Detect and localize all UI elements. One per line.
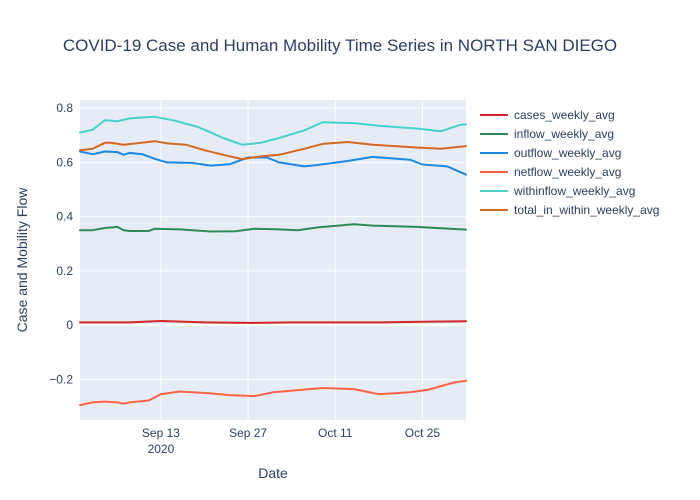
legend-label: outflow_weekly_avg xyxy=(514,146,621,160)
plot-area xyxy=(80,100,466,420)
legend-label: total_in_within_weekly_avg xyxy=(514,203,659,217)
legend-label: inflow_weekly_avg xyxy=(514,127,614,141)
legend-item-inflow-weekly-avg[interactable]: inflow_weekly_avg xyxy=(480,127,614,141)
series-line-total-in-within-weekly-avg[interactable] xyxy=(79,140,467,161)
x-tick-label: Sep 13 xyxy=(142,426,180,440)
x-axis-title: Date xyxy=(258,465,288,481)
x-tick-label: Oct 25 xyxy=(405,426,441,440)
series-line-withinflow-weekly-avg[interactable] xyxy=(79,115,467,146)
y-tick-label: 0.4 xyxy=(56,210,73,224)
series-lines xyxy=(79,115,467,407)
chart-title: COVID-19 Case and Human Mobility Time Se… xyxy=(63,36,617,55)
legend-item-withinflow-weekly-avg[interactable]: withinflow_weekly_avg xyxy=(480,184,635,198)
y-tick-label: 0.6 xyxy=(56,155,73,169)
x-tick-label: Sep 27 xyxy=(229,426,267,440)
legend-item-total-in-within-weekly-avg[interactable]: total_in_within_weekly_avg xyxy=(480,203,659,217)
x-tick-label: Oct 11 xyxy=(318,426,353,440)
series-line-outflow-weekly-avg[interactable] xyxy=(79,150,467,176)
grid-lines xyxy=(80,100,466,420)
legend-label: cases_weekly_avg xyxy=(514,108,615,122)
legend-label: netflow_weekly_avg xyxy=(514,165,621,179)
y-tick-label: −0.2 xyxy=(49,372,73,386)
x-axis-ticks: Sep 13 2020 Sep 27 Oct 11 Oct 25 xyxy=(142,426,441,456)
y-tick-label: 0.2 xyxy=(56,264,73,278)
y-axis-ticks: 0.8 0.6 0.4 0.2 0 −0.2 xyxy=(49,101,73,386)
series-line-cases-weekly-avg[interactable] xyxy=(79,320,467,324)
legend[interactable]: cases_weekly_avg inflow_weekly_avgoutflow… xyxy=(480,108,659,217)
x-tick-sublabel: 2020 xyxy=(148,442,175,456)
legend-label: withinflow_weekly_avg xyxy=(513,184,635,198)
y-axis-title: Case and Mobility Flow xyxy=(14,187,30,333)
legend-item-cases-weekly-avg[interactable]: cases_weekly_avg xyxy=(480,108,615,122)
legend-item-outflow-weekly-avg[interactable]: outflow_weekly_avg xyxy=(480,146,621,160)
series-line-inflow-weekly-avg[interactable] xyxy=(79,223,467,233)
y-tick-label: 0.8 xyxy=(56,101,73,115)
y-tick-label: 0 xyxy=(66,318,73,332)
legend-item-netflow-weekly-avg[interactable]: netflow_weekly_avg xyxy=(480,165,621,179)
series-line-netflow-weekly-avg[interactable] xyxy=(79,379,467,407)
